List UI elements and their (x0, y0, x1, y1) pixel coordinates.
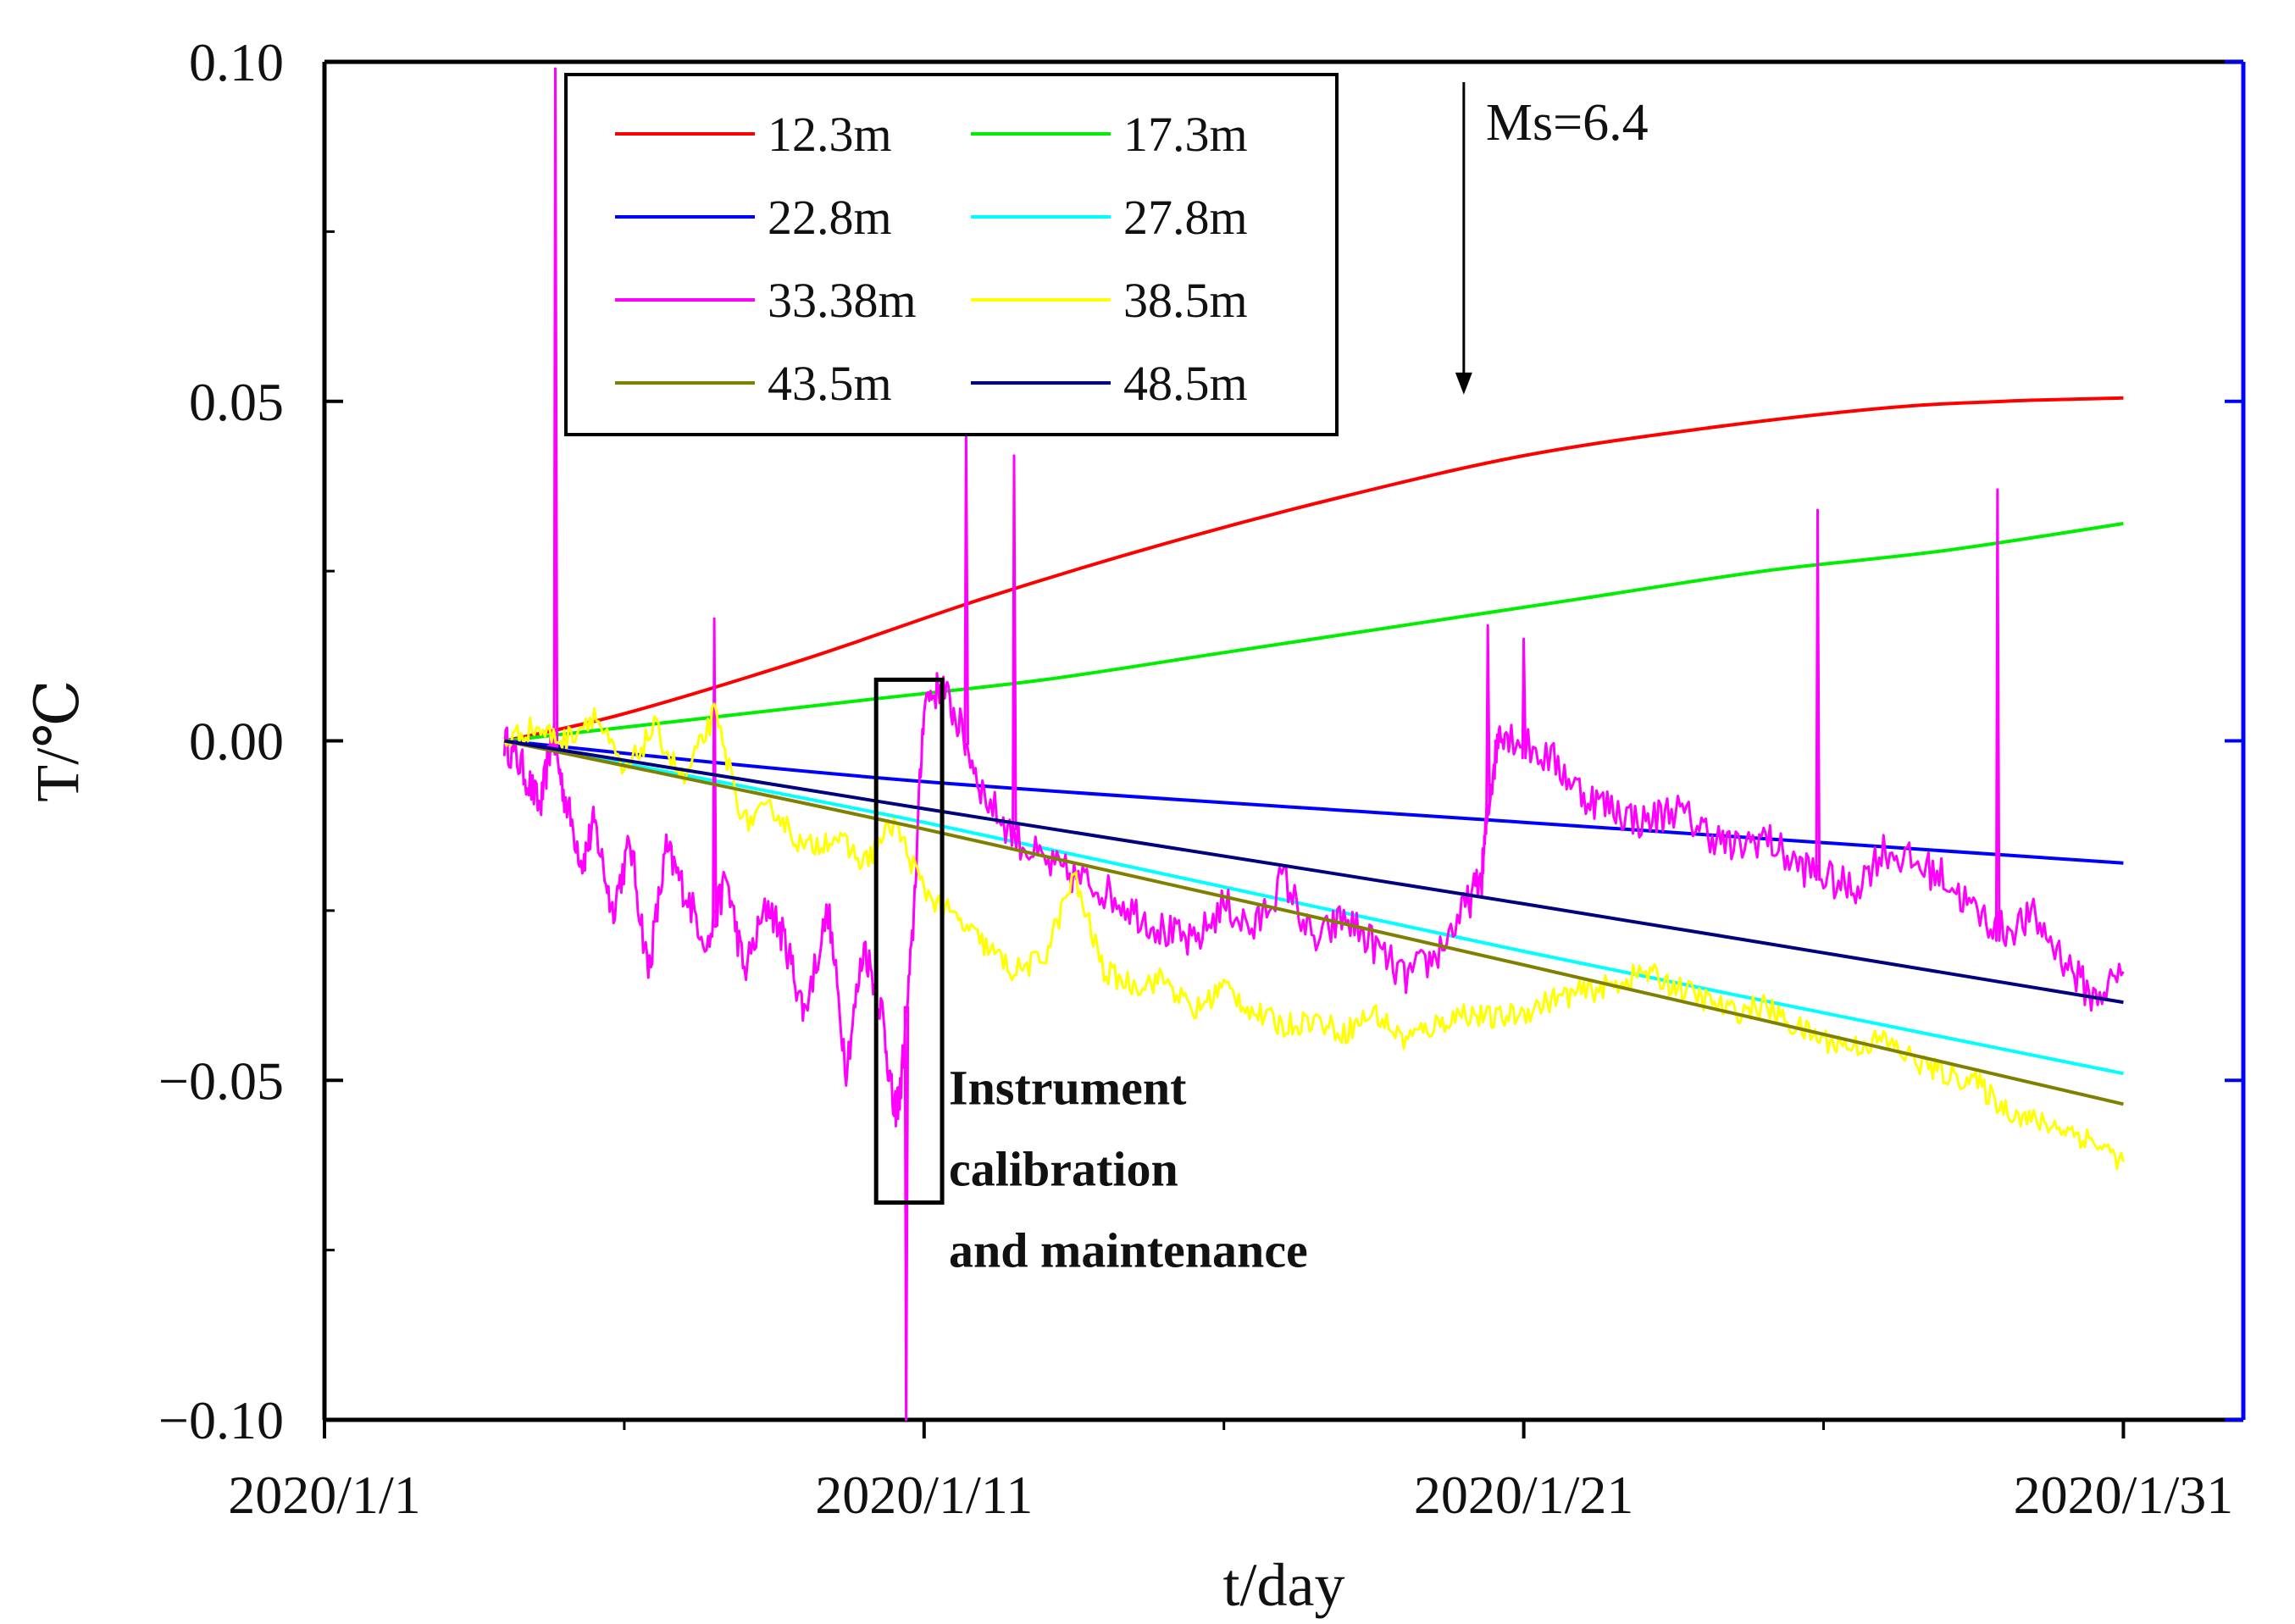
legend-label: 22.8m (768, 190, 892, 245)
x-tick-label: 2020/1/1 (228, 1465, 421, 1525)
axis-ticks: 0.10 0.05 0.00 −0.05 −0.10 2020/1/1 2020/1/11 2… (158, 32, 2243, 1525)
calibration-text-line-3: and maintenance (949, 1223, 1308, 1278)
calibration-text-line-2: calibration (949, 1141, 1178, 1196)
y-tick-label: 0.00 (189, 712, 284, 772)
event-marker: Ms=6.4 (1455, 82, 1649, 395)
series-line-12-3m (503, 396, 2124, 743)
series-line-17-3m (504, 522, 2124, 743)
x-axis-title: t/day (1223, 1551, 1345, 1619)
series-line-38-5m (502, 702, 2125, 1171)
x-tick-label: 2020/1/21 (1414, 1465, 1634, 1525)
event-label: Ms=6.4 (1486, 94, 1649, 152)
calibration-text-line-1: Instrument (949, 1060, 1187, 1115)
series-line-43-5m (503, 739, 2124, 1106)
y-tick-label: 0.05 (189, 372, 284, 432)
legend-label: 48.5m (1123, 356, 1248, 411)
legend-label: 12.3m (768, 107, 892, 162)
x-tick-label: 2020/1/31 (2014, 1465, 2234, 1525)
legend-label: 43.5m (768, 356, 892, 411)
y-tick-label: 0.10 (189, 32, 284, 92)
legend: 12.3m 17.3m 22.8m 27.8m 33.38m 38.5m 43.5m 48.5… (564, 73, 1339, 436)
series-line-27-8m (503, 739, 2124, 1076)
legend-label: 38.5m (1123, 273, 1248, 328)
series-line-48-5m (503, 739, 2124, 1005)
y-axis-title: T/℃ (24, 679, 91, 802)
series-line-22-8m (504, 739, 2124, 865)
calibration-annotation: Instrument calibration and maintenance (873, 677, 1308, 1278)
y-tick-label: −0.05 (158, 1050, 284, 1111)
event-arrowhead (1455, 372, 1472, 395)
calibration-box (873, 677, 945, 1206)
series-line-33-38m (502, 67, 2125, 1422)
y-tick-label: −0.10 (158, 1390, 284, 1450)
x-tick-label: 2020/1/11 (815, 1465, 1033, 1525)
legend-label: 27.8m (1123, 190, 1248, 245)
series-layer (502, 67, 2125, 1422)
legend-label: 33.38m (768, 273, 917, 328)
legend-label: 17.3m (1123, 107, 1248, 162)
